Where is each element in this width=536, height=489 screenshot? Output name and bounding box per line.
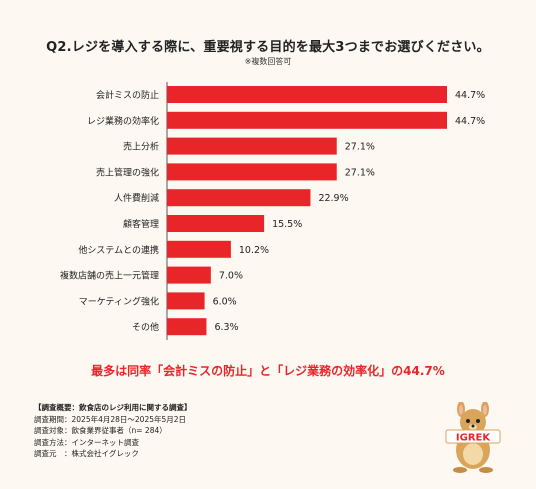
survey-row: 調査期間：2025年4月28日～2025年5月2日 bbox=[34, 414, 187, 424]
conclusion-text: 最多は同率「会計ミスの防止」と「レジ業務の効率化」の44.7% bbox=[91, 364, 445, 378]
category-label: 顧客管理 bbox=[123, 218, 159, 230]
category-label: 会計ミスの防止 bbox=[96, 89, 159, 101]
value-label: 27.1% bbox=[345, 142, 375, 153]
value-label: 44.7% bbox=[455, 116, 485, 127]
chart-title: Q2.レジを導入する際に、重要視する目的を最大3つまでお選びください。 bbox=[46, 40, 490, 55]
bar bbox=[167, 86, 447, 103]
survey-heading: 【調査概要：飲食店のレジ利用に関する調査】 bbox=[34, 403, 192, 412]
bar bbox=[167, 292, 205, 310]
survey-row: 調査対象：飲食業界従事者（n= 284） bbox=[34, 426, 167, 435]
category-label: 他システムとの連携 bbox=[78, 244, 159, 256]
value-label: 6.3% bbox=[214, 322, 238, 333]
kangaroo-mascot-icon: IGREK bbox=[445, 401, 501, 473]
value-label: 22.9% bbox=[318, 193, 348, 204]
value-label: 6.0% bbox=[213, 296, 237, 307]
value-label: 15.5% bbox=[272, 219, 302, 230]
category-label: レジ業務の効率化 bbox=[87, 115, 159, 127]
bar bbox=[167, 318, 207, 336]
category-label: 複数店舗の売上一元管理 bbox=[60, 270, 159, 282]
category-label: 売上管理の強化 bbox=[96, 166, 159, 178]
survey-row: 調査元 ：株式会社イグレック bbox=[34, 449, 139, 458]
category-label: その他 bbox=[132, 321, 159, 333]
bar-chart: 会計ミスの防止 44.7% レジ業務の効率化 44.7% 売上分析 27.1% 売上管理の強… bbox=[60, 82, 485, 340]
bar bbox=[167, 163, 337, 181]
bar bbox=[167, 137, 337, 155]
survey-overview: 【調査概要：飲食店のレジ利用に関する調査】 調査期間：2025年4月28日～20… bbox=[34, 402, 192, 460]
logo-text: IGREK bbox=[456, 433, 491, 444]
bar bbox=[167, 189, 311, 207]
category-label: 売上分析 bbox=[123, 141, 159, 153]
bar bbox=[167, 266, 211, 284]
value-label: 27.1% bbox=[345, 167, 375, 178]
bar bbox=[167, 240, 231, 258]
category-label: マーケティング強化 bbox=[79, 295, 159, 307]
company-logo: IGREK bbox=[440, 401, 506, 474]
survey-row: 調査方法：インターネット調査 bbox=[34, 437, 139, 447]
bar bbox=[167, 215, 265, 232]
category-label: 人件費削減 bbox=[114, 192, 159, 204]
chart-subtitle: ※複数回答可 bbox=[244, 57, 292, 66]
value-label: 44.7% bbox=[455, 90, 485, 101]
value-label: 7.0% bbox=[219, 271, 243, 282]
value-label: 10.2% bbox=[239, 245, 269, 256]
bar bbox=[167, 111, 447, 129]
